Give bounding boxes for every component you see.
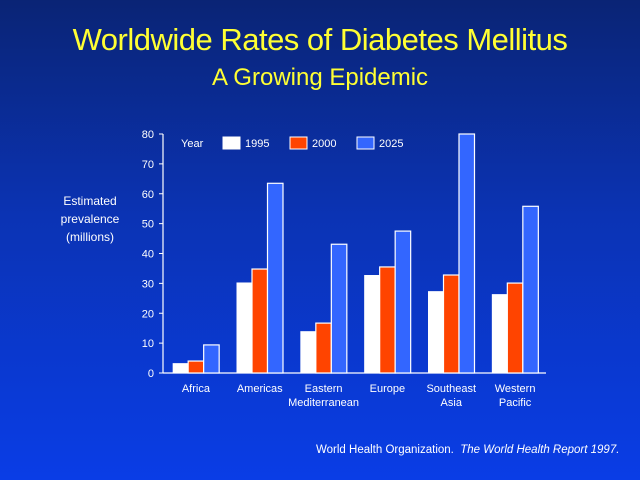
legend-title: Year bbox=[181, 138, 204, 150]
bar-2000 bbox=[187, 360, 205, 374]
bar-2025 bbox=[458, 133, 476, 374]
y-tick-label: 80 bbox=[142, 129, 154, 141]
y-tick-label: 30 bbox=[142, 278, 154, 290]
x-tick-label: Pacific bbox=[499, 397, 532, 409]
y-tick-label: 0 bbox=[148, 368, 154, 380]
x-tick-label: Africa bbox=[182, 383, 211, 395]
bar-1995 bbox=[491, 294, 508, 373]
y-axis-label: Estimated prevalence (millions) bbox=[40, 192, 140, 246]
bar-1995 bbox=[364, 275, 380, 373]
bar-2000 bbox=[506, 282, 524, 374]
bar-1995 bbox=[172, 363, 189, 373]
y-axis-label-line: Estimated bbox=[63, 194, 117, 208]
chart-title: Worldwide Rates of Diabetes Mellitus bbox=[72, 22, 568, 57]
x-tick-label: Eastern bbox=[305, 383, 343, 395]
x-tick-label: Europe bbox=[370, 383, 405, 395]
legend-swatch-2000 bbox=[289, 136, 308, 150]
legend-swatch-1995 bbox=[222, 136, 241, 150]
bar-2025 bbox=[394, 230, 412, 374]
bar-2000 bbox=[442, 274, 460, 374]
bar-2025 bbox=[203, 344, 220, 374]
y-tick-label: 50 bbox=[142, 219, 154, 231]
chart-subtitle: A Growing Epidemic bbox=[211, 64, 429, 91]
x-tick-label: Southeast bbox=[426, 383, 476, 395]
y-axis-label-line: prevalence bbox=[60, 212, 120, 226]
bar-2000 bbox=[379, 266, 396, 374]
bar-1995 bbox=[300, 331, 316, 373]
legend-label: 2025 bbox=[379, 138, 403, 150]
source-org: World Health Organization. bbox=[316, 444, 454, 456]
x-tick-label: Western bbox=[495, 383, 536, 395]
bar-2000 bbox=[251, 268, 269, 374]
bar-1995 bbox=[236, 282, 252, 373]
x-tick-label: Asia bbox=[441, 397, 463, 409]
legend-label: 1995 bbox=[245, 138, 269, 150]
bar-2025 bbox=[522, 205, 539, 374]
source-citation: World Health Organization. The World Hea… bbox=[316, 444, 619, 456]
bar-1995 bbox=[428, 291, 444, 373]
y-tick-label: 70 bbox=[142, 159, 154, 171]
y-tick-label: 20 bbox=[142, 308, 154, 320]
y-tick-label: 10 bbox=[142, 338, 154, 350]
bar-2000 bbox=[315, 322, 332, 374]
x-tick-label: Mediterranean bbox=[288, 397, 359, 409]
bar-2025 bbox=[330, 243, 348, 374]
x-tick-label: Americas bbox=[237, 383, 283, 395]
y-tick-label: 60 bbox=[142, 189, 154, 201]
bar-2025 bbox=[266, 182, 284, 374]
y-tick-label: 40 bbox=[142, 249, 154, 261]
y-axis-label-line: (millions) bbox=[66, 230, 114, 244]
legend-label: 2000 bbox=[312, 138, 336, 150]
source-report: The World Health Report 1997. bbox=[460, 444, 620, 456]
legend-swatch-2025 bbox=[356, 136, 375, 150]
